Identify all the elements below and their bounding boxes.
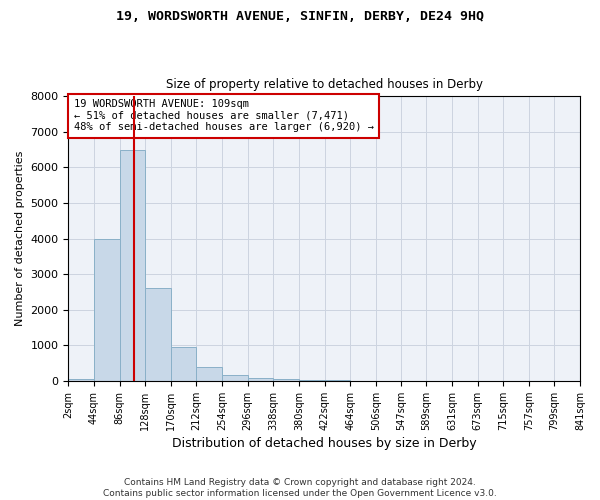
Bar (222, 376, 248, 381)
Bar (68, 379, 94, 381)
Text: 19 WORDSWORTH AVENUE: 109sqm
← 51% of detached houses are smaller (7,471)
48% of: 19 WORDSWORTH AVENUE: 109sqm ← 51% of de… (74, 99, 374, 132)
Bar (145, 288, 171, 381)
Bar (171, 347, 196, 381)
X-axis label: Distribution of detached houses by size in Derby: Distribution of detached houses by size … (172, 437, 476, 450)
Bar (299, 380, 325, 381)
Y-axis label: Number of detached properties: Number of detached properties (15, 151, 25, 326)
Bar (196, 366, 222, 381)
Bar (94, 238, 119, 381)
Title: Size of property relative to detached houses in Derby: Size of property relative to detached ho… (166, 78, 483, 91)
Bar (119, 150, 145, 381)
Text: Contains HM Land Registry data © Crown copyright and database right 2024.
Contai: Contains HM Land Registry data © Crown c… (103, 478, 497, 498)
Bar (248, 378, 273, 381)
Bar (273, 379, 299, 381)
Text: 19, WORDSWORTH AVENUE, SINFIN, DERBY, DE24 9HQ: 19, WORDSWORTH AVENUE, SINFIN, DERBY, DE… (116, 10, 484, 23)
